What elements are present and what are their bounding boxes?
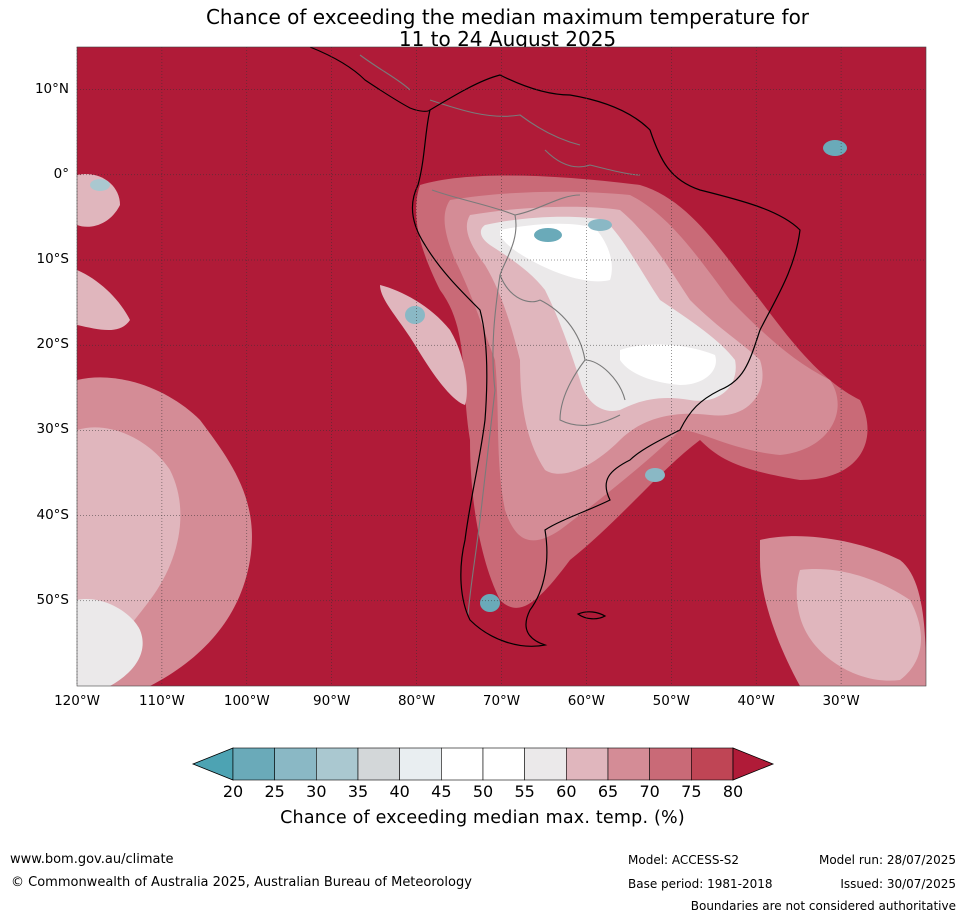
field-low-5 xyxy=(645,468,665,482)
colorbar-tick-label: 25 xyxy=(264,782,285,801)
title-line-1: Chance of exceeding the median maximum t… xyxy=(205,5,810,29)
lon-tick-label: 50°W xyxy=(652,693,690,709)
colorbar-bin xyxy=(691,747,734,781)
footer-model-run: Model run: 28/07/2025 xyxy=(818,853,956,867)
lon-tick-label: 120°W xyxy=(54,693,100,709)
lon-tick-label: 80°W xyxy=(397,693,436,709)
colorbar xyxy=(191,747,775,781)
falklands-coastline xyxy=(576,611,607,620)
footer-disclaimer: Boundaries are not considered authoritat… xyxy=(690,899,956,913)
field-low-3 xyxy=(534,228,562,242)
colorbar-tick-label: 80 xyxy=(722,782,744,801)
footer-base-period: Base period: 1981-2018 xyxy=(628,877,773,891)
lat-tick-label: 10°N xyxy=(34,80,69,97)
lat-tick-label: 50°S xyxy=(36,591,70,608)
lat-tick-label: 0° xyxy=(53,165,69,182)
field-pacific-strip xyxy=(77,270,130,330)
lon-tick-label: 90°W xyxy=(313,693,351,709)
colorbar-under-arrow xyxy=(191,747,234,781)
lon-tick-label: 40°W xyxy=(737,693,775,709)
colorbar-over-arrow xyxy=(732,747,775,781)
map-title: Chance of exceeding the median maximum t… xyxy=(0,6,965,50)
graticule xyxy=(76,47,926,686)
country-borders xyxy=(359,54,641,616)
colorbar-bin xyxy=(316,747,359,781)
field-low-7 xyxy=(90,179,110,191)
colorbar-caption: Chance of exceeding median max. temp. (%… xyxy=(280,808,685,828)
field-45-band xyxy=(500,223,612,282)
lat-tick-label: 20°S xyxy=(36,336,70,353)
colorbar-tick-label: 20 xyxy=(222,782,244,801)
colorbar-tick-label: 60 xyxy=(556,782,577,801)
field-45-band-2 xyxy=(620,344,716,385)
field-pacific-patch-3 xyxy=(77,599,143,686)
colorbar-tick-label: 65 xyxy=(597,782,619,801)
colorbar-bin xyxy=(482,747,525,781)
field-low-6 xyxy=(480,594,500,612)
colorbar-bin xyxy=(232,747,275,781)
title-line-2: 11 to 24 August 2025 xyxy=(398,27,617,51)
colorbar-tick-label: 70 xyxy=(639,782,660,801)
footer-copyright: © Commonwealth of Australia 2025, Austra… xyxy=(11,875,472,890)
colorbar-tick-label: 50 xyxy=(472,782,494,801)
footer-issued: Issued: 30/07/2025 xyxy=(840,877,956,891)
lon-tick-label: 70°W xyxy=(482,693,521,709)
colorbar-bin xyxy=(357,747,400,781)
field-atlantic-patch-2 xyxy=(796,569,921,681)
field-low-2 xyxy=(405,306,425,324)
footer-model: Model: ACCESS-S2 xyxy=(628,853,740,867)
lon-tick-label: 110°W xyxy=(138,693,185,709)
colorbar-tick-label: 30 xyxy=(306,782,327,801)
colorbar-tick-label: 40 xyxy=(389,782,410,801)
footer-website: www.bom.gov.au/climate xyxy=(10,852,174,867)
colorbar-bin xyxy=(607,747,650,781)
colorbar-tick-label: 35 xyxy=(347,782,369,801)
lon-tick-label: 60°W xyxy=(567,693,606,709)
lat-tick-label: 40°S xyxy=(36,506,70,523)
colorbar-bin xyxy=(524,747,567,781)
colorbar-bin xyxy=(399,747,442,781)
lon-tick-label: 30°W xyxy=(822,693,860,709)
field-low-4 xyxy=(588,219,612,231)
colorbar-tick-label: 45 xyxy=(431,782,452,801)
central-america-coastline xyxy=(309,47,431,112)
colorbar-bin xyxy=(649,747,692,781)
colorbar-bin xyxy=(274,747,317,781)
field-diagonal-band xyxy=(380,285,467,405)
lat-tick-label: 10°S xyxy=(36,251,70,267)
colorbar-tick-label: 55 xyxy=(514,782,535,801)
lat-tick-label: 30°S xyxy=(36,421,70,438)
colorbar-tick-label: 75 xyxy=(681,782,702,801)
map-frame xyxy=(76,46,927,687)
south-america-coastline xyxy=(411,74,801,647)
colorbar-bin xyxy=(441,747,484,781)
colorbar-bin xyxy=(566,747,609,781)
field-low-1 xyxy=(823,140,847,156)
lon-tick-label: 100°W xyxy=(223,693,270,709)
probability-field xyxy=(77,140,926,686)
